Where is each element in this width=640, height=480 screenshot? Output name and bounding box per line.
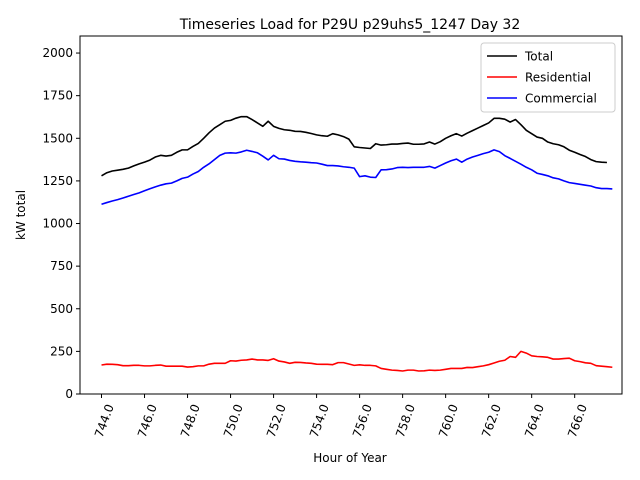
y-tick-label: 0 (65, 387, 73, 401)
legend-label-residential: Residential (525, 71, 591, 85)
plot-lines (101, 115, 613, 372)
y-tick-label: 1500 (42, 131, 73, 145)
y-axis: 0 250 500 750 1000 1250 1500 1750 2000 (42, 46, 80, 401)
legend-frame (480, 42, 616, 113)
legend-label-total: Total (524, 50, 553, 64)
y-tick-label: 1250 (42, 174, 73, 188)
series-line-total (101, 115, 607, 177)
series-line-residential (101, 350, 613, 372)
y-tick-label: 500 (50, 302, 73, 316)
y-tick-label: 1000 (42, 217, 73, 231)
chart-title: Timeseries Load for P29U p29uhs5_1247 Da… (179, 17, 521, 33)
x-axis-label: Hour of Year (313, 451, 387, 465)
legend: Total Residential Commercial (480, 42, 616, 113)
y-tick-label: 250 (50, 344, 73, 358)
y-tick-label: 1750 (42, 89, 73, 103)
plot-frame (79, 35, 623, 395)
series-line-commercial (101, 149, 613, 206)
y-axis-label: kW total (14, 190, 28, 240)
y-tick-label: 2000 (42, 46, 73, 60)
y-tick-label: 750 (50, 259, 73, 273)
legend-label-commercial: Commercial (525, 92, 597, 106)
